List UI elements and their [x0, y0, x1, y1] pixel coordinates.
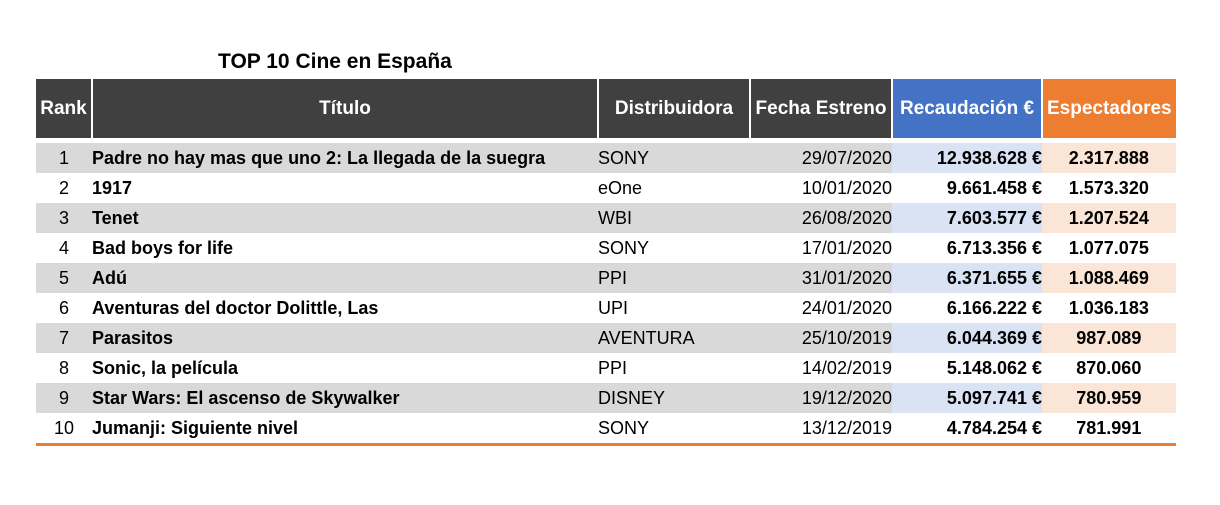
cell-recaudacion: 4.784.254 €	[892, 413, 1042, 446]
header-espectadores: Espectadores	[1041, 79, 1176, 138]
cell-fecha-estreno: 14/02/2019	[750, 353, 892, 383]
header-rank: Rank	[36, 79, 92, 138]
cell-distribuidora: DISNEY	[598, 383, 750, 413]
cell-recaudacion: 6.166.222 €	[892, 293, 1042, 323]
header-row: Rank Título Distribuidora Fecha Estreno …	[36, 79, 1176, 138]
cell-titulo: Jumanji: Siguiente nivel	[92, 413, 598, 446]
cell-espectadores: 870.060	[1042, 353, 1176, 383]
cell-recaudacion: 9.661.458 €	[892, 173, 1042, 203]
cell-rank: 10	[36, 413, 92, 446]
cell-rank: 2	[36, 173, 92, 203]
cell-espectadores: 1.077.075	[1042, 233, 1176, 263]
box-office-table: Rank Título Distribuidora Fecha Estreno …	[36, 79, 1176, 446]
cell-fecha-estreno: 13/12/2019	[750, 413, 892, 446]
cell-rank: 8	[36, 353, 92, 383]
cell-distribuidora: PPI	[598, 263, 750, 293]
header-fecha-estreno: Fecha Estreno	[749, 79, 892, 138]
table-row: 5 Adú PPI 31/01/2020 6.371.655 €1.088.469	[36, 263, 1176, 293]
cell-fecha-estreno: 29/07/2020	[750, 143, 892, 173]
cell-titulo: Bad boys for life	[92, 233, 598, 263]
table-row: 9 Star Wars: El ascenso de Skywalker DISNE…	[36, 383, 1176, 413]
header-distribuidora: Distribuidora	[597, 79, 750, 138]
cell-distribuidora: eOne	[598, 173, 750, 203]
header-titulo: Título	[91, 79, 598, 138]
cell-espectadores: 1.088.469	[1042, 263, 1176, 293]
cell-espectadores: 1.207.524	[1042, 203, 1176, 233]
cell-rank: 7	[36, 323, 92, 353]
cell-distribuidora: SONY	[598, 413, 750, 446]
cell-fecha-estreno: 19/12/2020	[750, 383, 892, 413]
table-body: 1 Padre no hay mas que uno 2: La llegada …	[36, 138, 1176, 446]
table-row: 1 Padre no hay mas que uno 2: La llegada …	[36, 143, 1176, 173]
table-row: 2 1917 eOne 10/01/2020 9.661.458 €1.573.320	[36, 173, 1176, 203]
cell-espectadores: 781.991	[1042, 413, 1176, 446]
cell-titulo: 1917	[92, 173, 598, 203]
table-row: 8 Sonic, la película PPI 14/02/2019 5.148.06…	[36, 353, 1176, 383]
cell-titulo: Tenet	[92, 203, 598, 233]
cell-distribuidora: PPI	[598, 353, 750, 383]
cell-titulo: Sonic, la película	[92, 353, 598, 383]
cell-recaudacion: 12.938.628 €	[892, 143, 1042, 173]
cell-fecha-estreno: 10/01/2020	[750, 173, 892, 203]
cell-fecha-estreno: 31/01/2020	[750, 263, 892, 293]
table-row: 6 Aventuras del doctor Dolittle, Las UPI 24…	[36, 293, 1176, 323]
cell-recaudacion: 6.044.369 €	[892, 323, 1042, 353]
cell-distribuidora: SONY	[598, 233, 750, 263]
cell-espectadores: 1.036.183	[1042, 293, 1176, 323]
cell-espectadores: 1.573.320	[1042, 173, 1176, 203]
cell-recaudacion: 6.713.356 €	[892, 233, 1042, 263]
cell-titulo: Star Wars: El ascenso de Skywalker	[92, 383, 598, 413]
cell-recaudacion: 7.603.577 €	[892, 203, 1042, 233]
header-recaudacion: Recaudación €	[891, 79, 1042, 138]
cell-espectadores: 2.317.888	[1042, 143, 1176, 173]
table-title: TOP 10 Cine en España	[218, 50, 452, 73]
cell-rank: 6	[36, 293, 92, 323]
cell-fecha-estreno: 24/01/2020	[750, 293, 892, 323]
cell-distribuidora: WBI	[598, 203, 750, 233]
cell-fecha-estreno: 26/08/2020	[750, 203, 892, 233]
cell-titulo: Aventuras del doctor Dolittle, Las	[92, 293, 598, 323]
cell-distribuidora: AVENTURA	[598, 323, 750, 353]
cell-distribuidora: UPI	[598, 293, 750, 323]
cell-titulo: Parasitos	[92, 323, 598, 353]
table-row: 10 Jumanji: Siguiente nivel SONY 13/12/2019…	[36, 413, 1176, 446]
table-row: 4 Bad boys for life SONY 17/01/2020 6.713.35…	[36, 233, 1176, 263]
cell-rank: 4	[36, 233, 92, 263]
cell-fecha-estreno: 17/01/2020	[750, 233, 892, 263]
cell-recaudacion: 5.148.062 €	[892, 353, 1042, 383]
table-row: 3 Tenet WBI 26/08/2020 7.603.577 €1.207.524	[36, 203, 1176, 233]
cell-rank: 9	[36, 383, 92, 413]
cell-recaudacion: 5.097.741 €	[892, 383, 1042, 413]
cell-rank: 1	[36, 143, 92, 173]
cell-distribuidora: SONY	[598, 143, 750, 173]
cell-espectadores: 987.089	[1042, 323, 1176, 353]
cell-rank: 5	[36, 263, 92, 293]
cell-titulo: Adú	[92, 263, 598, 293]
cell-titulo: Padre no hay mas que uno 2: La llegada d…	[92, 143, 598, 173]
cell-fecha-estreno: 25/10/2019	[750, 323, 892, 353]
cell-rank: 3	[36, 203, 92, 233]
cell-recaudacion: 6.371.655 €	[892, 263, 1042, 293]
cell-espectadores: 780.959	[1042, 383, 1176, 413]
table-row: 7 Parasitos AVENTURA 25/10/2019 6.044.369 €9…	[36, 323, 1176, 353]
